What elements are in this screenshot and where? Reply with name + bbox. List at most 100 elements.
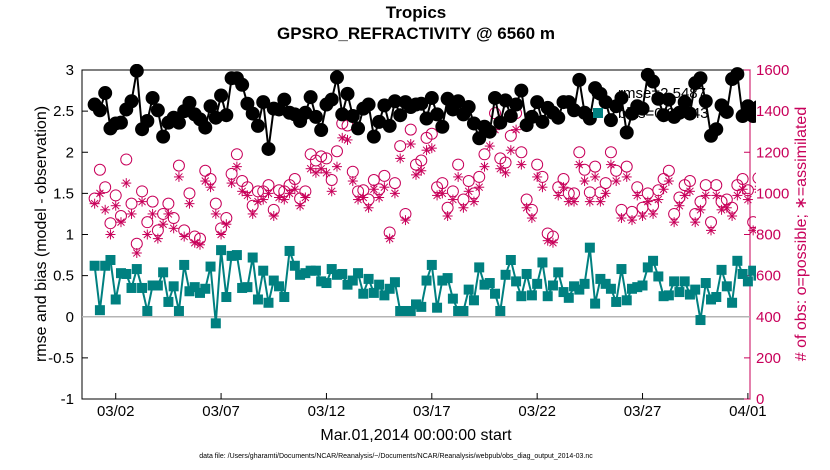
bias-point <box>247 252 258 263</box>
bias-point <box>100 260 111 271</box>
obs-assimilated-point <box>210 208 221 219</box>
rmse-point <box>572 72 587 87</box>
star-stroke <box>264 189 273 198</box>
obs-assimilated-point <box>205 182 216 193</box>
bias-point <box>700 278 711 289</box>
y-tick-label: 1 <box>66 227 74 244</box>
obs-assimilated-point <box>147 208 158 219</box>
bias-point <box>289 260 300 271</box>
rmse-point <box>530 95 545 110</box>
star-stroke <box>90 199 99 208</box>
legend-marker-rmse <box>591 86 605 100</box>
bias-point <box>484 278 495 289</box>
bias-point <box>642 262 653 273</box>
obs-assimilated-point <box>727 210 738 221</box>
rmse-point <box>430 107 445 122</box>
obs-assimilated-point <box>468 196 479 207</box>
rmse-point <box>198 120 213 135</box>
series-obs-assimilated <box>89 124 756 259</box>
obs-assimilated-point <box>569 196 580 207</box>
rmse-point <box>303 90 318 105</box>
obs-assimilated-point <box>484 141 495 152</box>
obs-assimilated-point <box>547 237 558 248</box>
rmse-point <box>619 125 634 140</box>
obs-possible-point <box>531 158 544 171</box>
bias-point <box>89 260 100 271</box>
obs-assimilated-point <box>184 198 195 209</box>
star-stroke <box>528 214 536 222</box>
star-stroke <box>728 212 736 220</box>
star-stroke <box>211 210 220 218</box>
x-tick-label: 03/12 <box>308 403 346 420</box>
bias-point <box>426 259 437 270</box>
star-stroke <box>622 173 631 181</box>
y-tick-label: 2 <box>66 144 74 161</box>
rmse-point <box>509 97 524 112</box>
bias-point <box>621 295 632 306</box>
rmse-point <box>113 115 128 130</box>
star-stroke <box>275 193 283 202</box>
obs-assimilated-point <box>684 186 695 197</box>
obs-assimilated-point <box>100 204 111 215</box>
rmse-point <box>493 115 508 130</box>
obs-assimilated-point <box>179 231 190 242</box>
bias-point <box>131 264 142 275</box>
star-stroke <box>217 230 225 239</box>
rmse-point <box>340 86 355 101</box>
rmse-point <box>393 108 408 123</box>
star-stroke <box>238 187 247 196</box>
star-stroke <box>538 183 547 192</box>
bias-point <box>748 265 756 276</box>
obs-assimilated-point <box>600 188 611 199</box>
obs-assimilated-point <box>284 188 295 199</box>
obs-possible-point <box>504 129 517 142</box>
star-stroke <box>649 210 657 218</box>
rmse-point <box>382 118 397 133</box>
obs-assimilated-point <box>384 233 395 244</box>
obs-possible-point <box>141 216 154 229</box>
star-stroke <box>633 191 642 200</box>
rmse-point <box>214 88 229 103</box>
bias-point <box>679 276 690 287</box>
bias-point <box>579 278 590 289</box>
series-bias <box>89 242 756 329</box>
star-stroke <box>496 164 505 173</box>
star-stroke <box>327 187 336 196</box>
star-stroke <box>628 216 636 224</box>
y-tick-label: -0.5 <box>48 350 74 367</box>
obs-possible-point <box>325 174 338 187</box>
rmse-point <box>551 110 566 125</box>
star-stroke <box>180 232 189 241</box>
star-stroke <box>617 214 626 222</box>
star-stroke <box>733 191 742 200</box>
obs-possible-point <box>172 159 185 172</box>
bias-point <box>711 292 722 303</box>
rmse-point <box>245 106 260 121</box>
y2-tick-label: 1400 <box>756 103 789 120</box>
obs-assimilated-point <box>505 145 516 156</box>
obs-possible-point <box>452 158 465 171</box>
obs-assimilated-point <box>595 196 606 207</box>
bias-point <box>505 254 516 265</box>
y-axis-label: rmse and bias (model - observation) <box>33 106 50 362</box>
star-stroke <box>312 168 320 177</box>
bias-point <box>105 254 116 265</box>
star-stroke <box>106 230 115 239</box>
obs-assimilated-point <box>310 167 321 178</box>
bias-point <box>563 292 574 303</box>
star-stroke <box>712 191 721 200</box>
bias-point <box>221 292 232 303</box>
bias-point <box>405 305 416 316</box>
bias-point <box>347 275 358 286</box>
star-stroke <box>290 185 299 194</box>
obs-assimilated-point <box>532 171 543 182</box>
bias-point <box>200 283 211 294</box>
obs-assimilated-point <box>242 190 253 201</box>
bias-point <box>284 245 295 256</box>
star-stroke <box>127 210 136 218</box>
bias-point <box>716 264 727 275</box>
rmse-point <box>250 118 265 133</box>
bias-point <box>526 290 537 301</box>
obs-assimilated-point <box>110 200 121 211</box>
star-stroke <box>501 168 510 177</box>
